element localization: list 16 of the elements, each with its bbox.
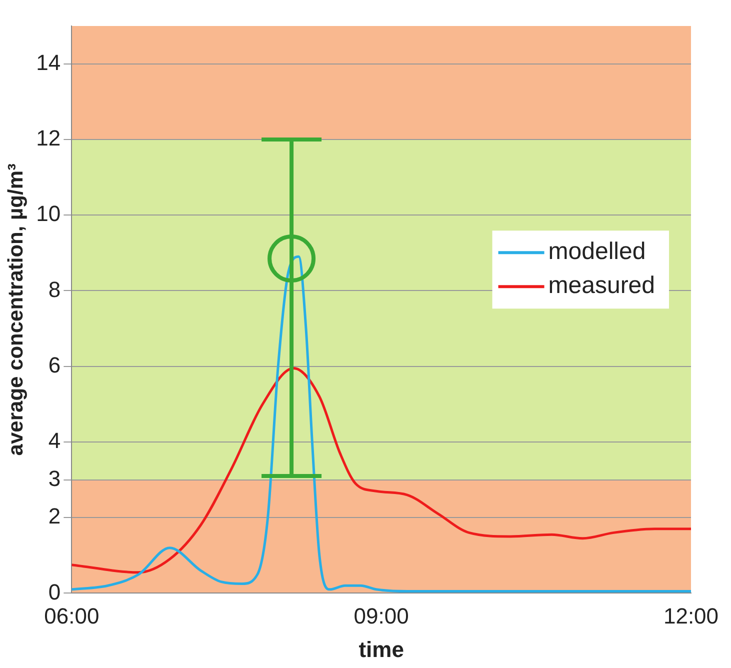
- y-tick-label: 8: [48, 276, 61, 302]
- x-tick-label: 06:00: [44, 603, 100, 628]
- legend-label: measured: [548, 272, 656, 300]
- y-tick-label: 3: [48, 466, 61, 491]
- y-tick-label: 10: [36, 201, 61, 226]
- y-tick-label: 6: [48, 352, 61, 378]
- x-tick-label: 09:00: [354, 603, 409, 628]
- legend-label: modelled: [548, 238, 646, 266]
- y-tick-label: 4: [48, 428, 61, 454]
- y-tick-label: 12: [36, 126, 61, 151]
- x-axis-title: time: [358, 636, 404, 662]
- y-tick-label: 14: [36, 50, 61, 75]
- y-tick-label: 0: [48, 579, 61, 604]
- x-tick-label: 12:00: [663, 603, 719, 628]
- y-axis-title: average concentration, µg/m³: [4, 164, 28, 456]
- y-tick-label: 2: [48, 504, 61, 529]
